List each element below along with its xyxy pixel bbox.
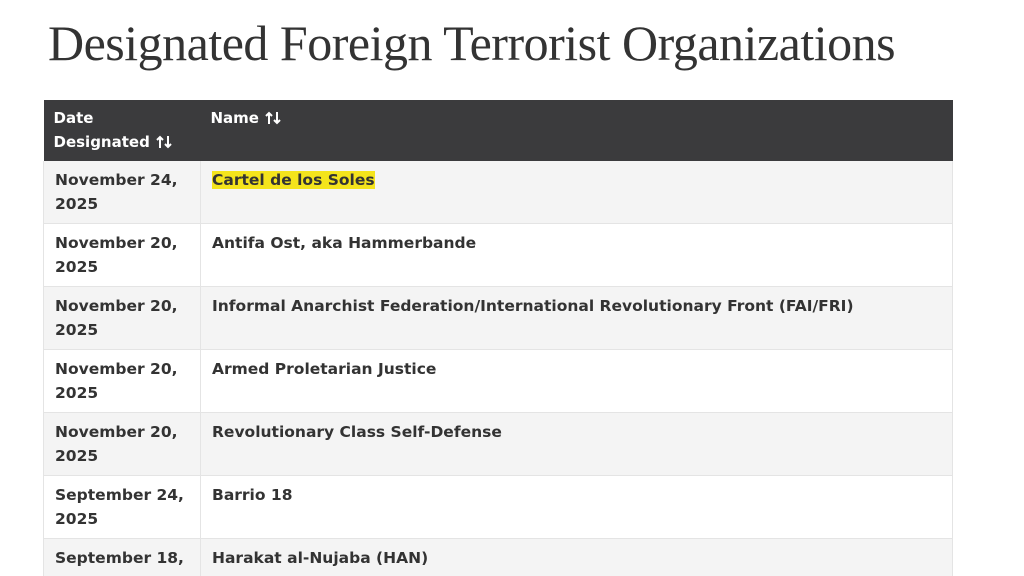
name-cell: Armed Proletarian Justice: [200, 349, 953, 413]
date-cell: September 18, 2025: [43, 538, 201, 576]
name-cell: Revolutionary Class Self-Defense: [200, 412, 953, 476]
organization-name: Armed Proletarian Justice: [212, 360, 437, 378]
table-row: November 20, 2025 Revolutionary Class Sel…: [43, 412, 953, 476]
sort-icon[interactable]: [156, 135, 174, 149]
organization-name: Harakat al-Nujaba (HAN): [212, 549, 429, 567]
table-row: November 24, 2025 Cartel de los Soles: [43, 161, 953, 224]
organization-name: Barrio 18: [212, 486, 293, 504]
header-text: Name: [210, 109, 259, 127]
organization-name: Revolutionary Class Self-Defense: [212, 423, 502, 441]
date-cell: November 20, 2025: [43, 349, 201, 413]
date-cell: September 24, 2025: [43, 475, 201, 539]
name-cell: Antifa Ost, aka Hammerbande: [200, 223, 953, 287]
name-cell: Cartel de los Soles: [200, 161, 953, 224]
organization-name: Informal Anarchist Federation/Internatio…: [212, 297, 854, 315]
date-cell: November 20, 2025: [43, 223, 201, 287]
name-cell: Informal Anarchist Federation/Internatio…: [200, 286, 953, 350]
name-cell: Harakat al-Nujaba (HAN): [200, 538, 953, 576]
table-row: November 20, 2025 Antifa Ost, aka Hammerb…: [43, 223, 953, 287]
date-cell: November 20, 2025: [43, 412, 201, 476]
organization-name: Cartel de los Soles: [212, 171, 375, 189]
table-row: November 20, 2025 Armed Proletarian Justi…: [43, 349, 953, 413]
date-cell: November 24, 2025: [43, 161, 201, 224]
column-header[interactable]: Date Designated: [43, 100, 201, 161]
table-row: November 20, 2025 Informal Anarchist Fede…: [43, 286, 953, 350]
organization-name: Antifa Ost, aka Hammerbande: [212, 234, 477, 252]
date-cell: November 20, 2025: [43, 286, 201, 350]
table-body: November 24, 2025 Cartel de los Soles Nove…: [43, 161, 953, 576]
sort-icon[interactable]: [265, 111, 283, 125]
column-header[interactable]: Name: [200, 100, 953, 161]
name-cell: Barrio 18: [200, 475, 953, 539]
page-title: Designated Foreign Terrorist Organizatio…: [48, 15, 896, 71]
table-row: September 18, 2025 Harakat al-Nujaba (HAN…: [43, 538, 953, 576]
header-text: Date Designated: [53, 109, 150, 151]
organizations-table: Date Designated Name November 24, 2025 Ca…: [43, 100, 953, 576]
table-row: September 24, 2025 Barrio 18: [43, 475, 953, 539]
